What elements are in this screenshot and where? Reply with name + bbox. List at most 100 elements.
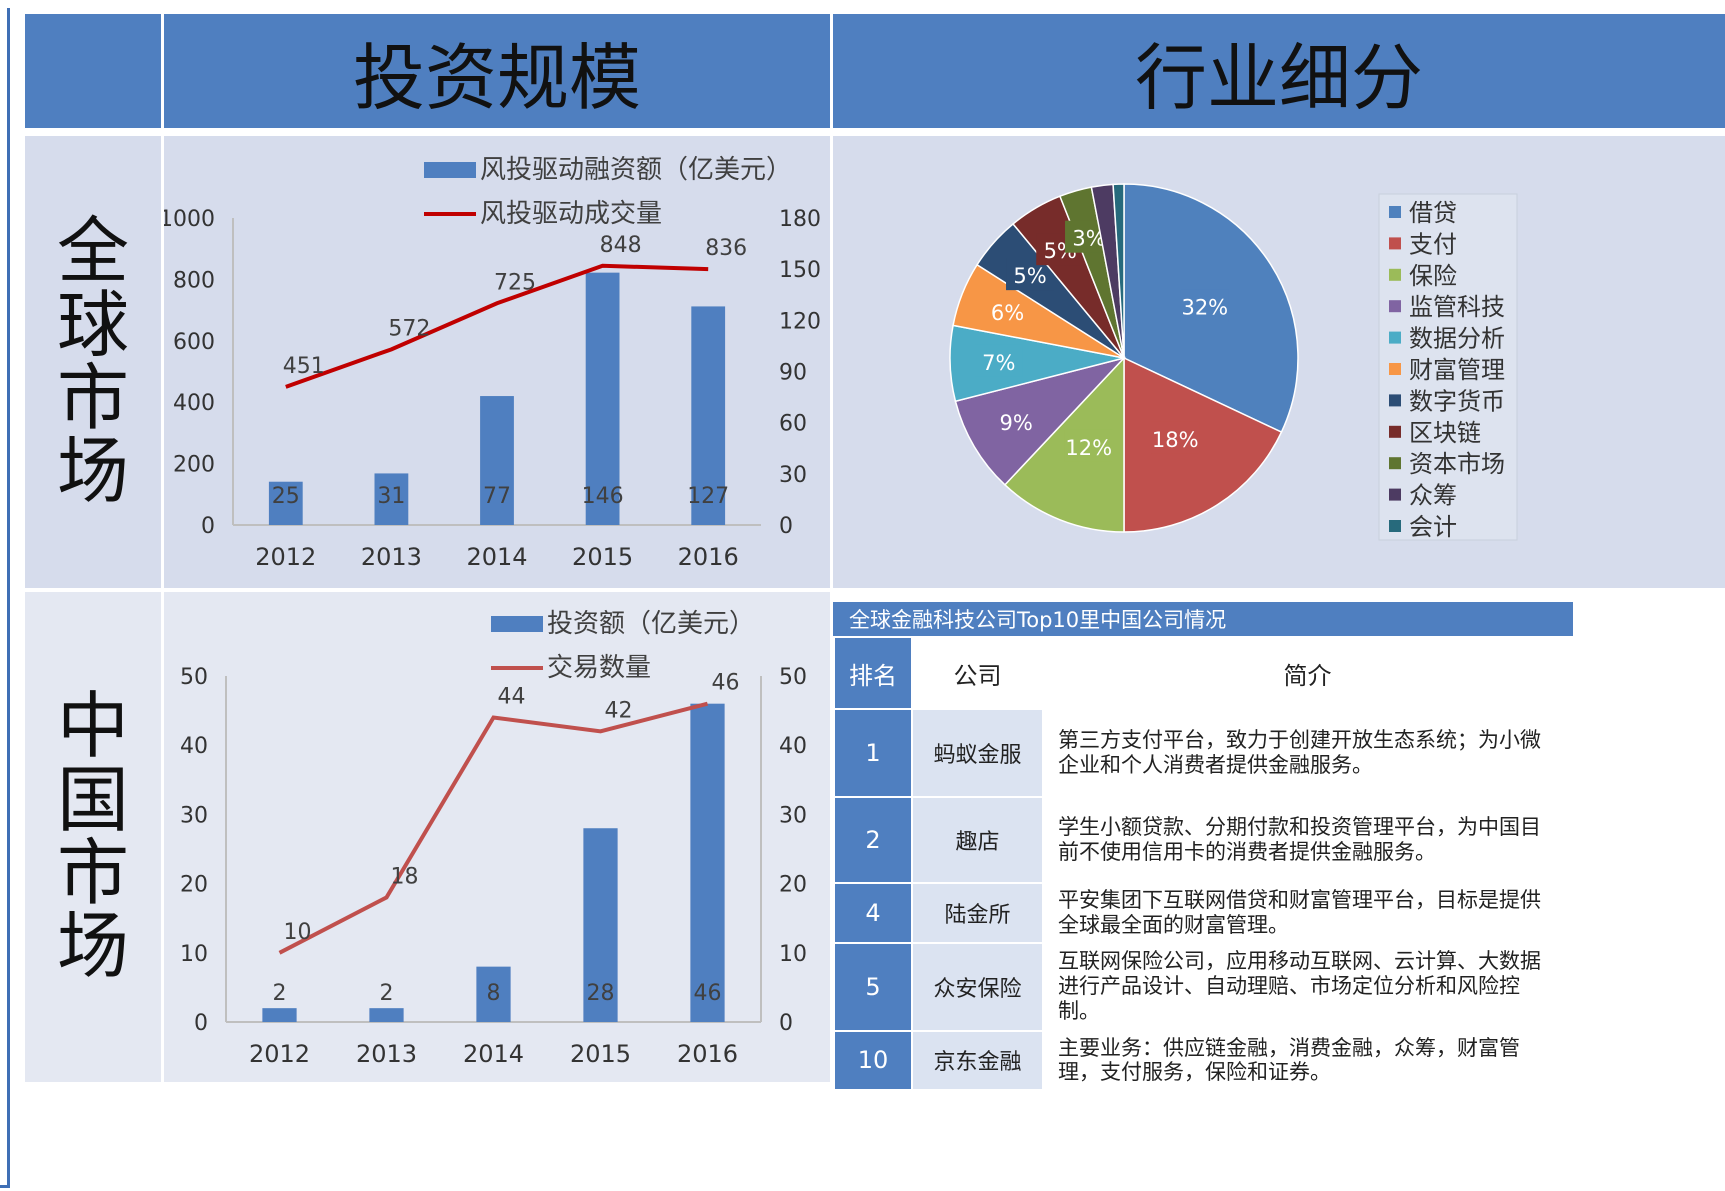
top10-table: 排名 公司 简介 1 蚂蚁金服 第三方支付平台，致力于创建开放生态系统；为小微企… (833, 636, 1573, 1092)
bar (480, 396, 514, 525)
legend-label: 数字货币 (1409, 387, 1505, 415)
description-cell: 主要业务：供应链金融，消费金融，众筹，财富管理，支付服务，保险和证券。 (1042, 1029, 1573, 1092)
x-tick: 2012 (255, 543, 316, 571)
y-tick-right: 180 (779, 207, 821, 232)
bar-data-label: 31 (377, 484, 405, 509)
y-tick-right: 20 (779, 873, 807, 898)
pie-data-label: 6% (991, 301, 1024, 325)
industry-pie-chart: 32%18%12%9%7%6%5%5%3%借贷支付保险监管科技数据分析财富管理数… (949, 183, 1518, 541)
line-data-label: 572 (388, 316, 430, 341)
description-cell: 学生小额贷款、分期付款和投资管理平台，为中国目前不使用信用卡的消费者提供金融服务… (1042, 796, 1573, 884)
y-tick-left: 0 (201, 514, 215, 539)
y-tick-left: 600 (173, 330, 215, 355)
line-data-label: 10 (284, 920, 312, 945)
line-data-label: 18 (391, 864, 419, 889)
y-tick-right: 10 (779, 942, 807, 967)
x-tick: 2014 (466, 543, 527, 571)
legend-bar-label: 投资额（亿美元） (547, 609, 755, 639)
pie-slice (1003, 356, 1125, 533)
y-tick-left: 0 (194, 1011, 208, 1036)
legend-label: 数据分析 (1409, 325, 1505, 353)
table-row: 10 京东金融 主要业务：供应链金融，消费金融，众筹，财富管理，支付服务，保险和… (833, 1029, 1573, 1092)
legend-label: 区块链 (1409, 419, 1481, 447)
rank-cell: 1 (833, 708, 913, 798)
legend-swatch (1389, 394, 1401, 407)
pie-label-bg (1151, 421, 1200, 454)
column-header-rank: 排名 (833, 636, 913, 710)
bar (369, 1008, 404, 1022)
line-data-label: 725 (494, 270, 536, 295)
row-label-china: 中国市场 (25, 592, 161, 1082)
bar (268, 481, 303, 525)
x-tick: 2015 (572, 543, 633, 571)
bar-data-label: 2 (273, 981, 287, 1006)
bar-data-label: 28 (587, 981, 615, 1006)
bar (690, 703, 725, 1022)
row-label-global-text: 全球市场 (57, 209, 130, 514)
pie-data-label: 32% (1181, 296, 1228, 320)
legend-label: 支付 (1409, 230, 1457, 258)
header-corner (25, 14, 161, 128)
rank-cell: 5 (833, 941, 913, 1032)
y-tick-right: 50 (779, 665, 807, 690)
x-tick: 2016 (677, 1040, 738, 1068)
line-data-label: 836 (705, 236, 747, 261)
bar-data-label: 25 (272, 484, 300, 509)
legend-label: 会计 (1409, 513, 1457, 541)
legend-swatch (1389, 300, 1401, 313)
industry-pie-panel: 32% 18% 12% 9% 7% 6% 5% 5% 3% 借贷 支付 保险 监管科技 数据分析 财富管理数… (833, 136, 1725, 588)
company-cell: 趣店 (911, 796, 1044, 884)
line-data-label: 848 (600, 233, 642, 258)
description-cell: 平安集团下互联网借贷和财富管理平台，目标是提供全球最全面的财富管理。 (1042, 882, 1573, 944)
x-tick: 2016 (678, 543, 739, 571)
legend-swatch (1389, 206, 1401, 218)
y-tick-left: 400 (173, 391, 215, 416)
pie-data-label: 9% (1000, 411, 1033, 435)
legend-swatch (1389, 237, 1401, 250)
y-tick-left: 30 (180, 803, 208, 828)
pie-data-label: 5% (1013, 264, 1046, 288)
table-row: 4 陆金所 平安集团下互联网借贷和财富管理平台，目标是提供全球最全面的财富管理。 (833, 882, 1573, 944)
x-tick: 2014 (463, 1040, 524, 1068)
legend-line-label: 风投驱动成交量 (480, 199, 662, 229)
global-investment-panel: 0 200 400 600 800 1000 0 30 60 90 120 150 180 2012 201… (159, 136, 830, 588)
legend-swatch (1389, 457, 1401, 470)
y-tick-right: 40 (779, 734, 807, 759)
bar-data-label: 127 (687, 484, 729, 509)
y-tick-left: 40 (180, 734, 208, 759)
x-tick: 2012 (249, 1040, 310, 1068)
legend-label: 众筹 (1409, 482, 1457, 510)
row-label-global: 全球市场 (25, 136, 161, 588)
pie-label-bg (974, 344, 1023, 377)
pie-label-bg (992, 404, 1041, 437)
column-header-company: 公司 (911, 636, 1044, 710)
legend-swatch (1389, 331, 1401, 344)
y-tick-right: 0 (779, 1011, 793, 1036)
pie-data-label: 18% (1152, 428, 1199, 452)
series-line (278, 701, 709, 955)
y-tick-left: 10 (180, 942, 208, 967)
legend-label: 借贷 (1409, 199, 1457, 227)
bar-data-label: 2 (380, 981, 394, 1006)
legend-swatch (1389, 268, 1401, 281)
pie-data-label: 12% (1065, 436, 1112, 460)
bar-data-label: 8 (487, 981, 501, 1006)
bar (476, 966, 511, 1022)
pie-label-bg (1064, 429, 1113, 462)
series-line (285, 263, 709, 389)
left-frame-border (0, 8, 10, 1188)
x-tick: 2013 (361, 543, 422, 571)
table-row: 5 众安保险 互联网保险公司，应用移动互联网、云计算、大数据进行产品设计、自动理… (833, 941, 1573, 1032)
company-cell: 陆金所 (911, 882, 1044, 944)
rank-cell: 4 (833, 882, 913, 944)
y-tick-right: 120 (779, 309, 821, 334)
table-row: 2 趣店 学生小额贷款、分期付款和投资管理平台，为中国目前不使用信用卡的消费者提… (833, 796, 1573, 884)
bar (583, 828, 618, 1022)
y-tick-right: 0 (779, 514, 793, 539)
row-label-china-text: 中国市场 (57, 684, 130, 989)
company-cell: 众安保险 (911, 941, 1044, 1032)
bar (691, 306, 726, 525)
legend-label: 资本市场 (1409, 450, 1505, 478)
table-header-row: 排名 公司 简介 (833, 636, 1573, 710)
legend-swatch (1389, 520, 1401, 532)
